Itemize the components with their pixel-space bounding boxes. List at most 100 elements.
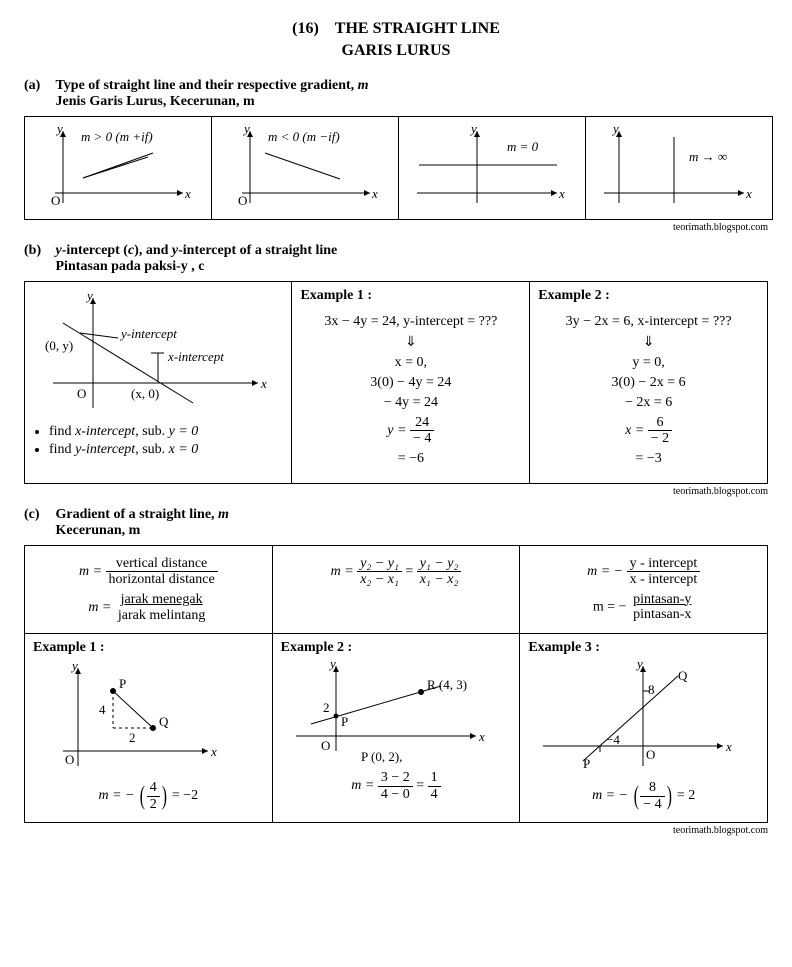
svg-text:O: O <box>321 738 330 753</box>
section-c-table: m = vertical distancehorizontal distance… <box>24 545 768 823</box>
credit-c: teorimath.blogspot.com <box>24 825 768 836</box>
c-ex3-ans: m = − (8− 4) = 2 <box>528 780 759 812</box>
ex2-l5: − 2x = 6 <box>540 395 757 411</box>
ex2-l7: = −3 <box>540 451 757 467</box>
svg-text:2: 2 <box>129 730 136 745</box>
svg-text:x: x <box>558 186 565 201</box>
graph-zero-slope: x y m = 0 <box>407 123 577 213</box>
section-b-ms: Pintasan pada paksi-y , c <box>56 259 205 274</box>
svg-text:y: y <box>70 658 78 673</box>
svg-text:x: x <box>478 729 485 744</box>
section-b-heading: (b) y-intercept (c), and y-intercept of … <box>24 243 768 275</box>
svg-text:4: 4 <box>99 702 106 717</box>
svg-text:P: P <box>119 676 126 691</box>
svg-text:y: y <box>55 123 63 136</box>
ex1-l2: ⇓ <box>302 334 519 351</box>
svg-text:x: x <box>371 186 378 201</box>
svg-text:y: y <box>611 123 619 136</box>
svg-text:x: x <box>260 376 267 391</box>
svg-text:x-intercept: x-intercept <box>167 349 224 364</box>
svg-text:P (0, 2),: P (0, 2), <box>361 749 402 764</box>
c-ex1-graph: P Q 4 2 x y O <box>33 656 233 776</box>
section-a-heading: (a) Type of straight line and their resp… <box>24 78 768 110</box>
ex1-l5: − 4y = 24 <box>302 395 519 411</box>
c-f3a: m = − y - interceptx - intercept <box>528 556 759 588</box>
section-a-label: (a) <box>24 78 52 94</box>
svg-text:x: x <box>184 186 191 201</box>
ex1-l1: 3x − 4y = 24, y-intercept = ??? <box>302 314 519 330</box>
c-ex3-graph: Q 8 −4 P x y O <box>528 656 738 776</box>
svg-text:2: 2 <box>323 700 330 715</box>
section-c-label: (c) <box>24 507 52 523</box>
c-f1b: m = jarak menegakjarak melintang <box>33 592 264 624</box>
ex2-l1: 3y − 2x = 6, x-intercept = ??? <box>540 314 757 330</box>
svg-text:O: O <box>646 747 655 762</box>
svg-text:P: P <box>583 756 590 771</box>
svg-text:Q: Q <box>678 668 688 683</box>
svg-text:x: x <box>725 739 732 754</box>
section-a-en: Type of straight line and their respecti… <box>56 78 369 93</box>
ex1-l3: x = 0, <box>302 355 519 371</box>
graph-inf-slope: x y m → ∞ <box>594 123 764 213</box>
svg-text:O: O <box>51 193 60 208</box>
svg-text:m < 0 (m −if): m < 0 (m −if) <box>268 129 340 144</box>
c-ex2-title: Example 2 : <box>281 640 353 655</box>
ex2-l2: ⇓ <box>540 334 757 351</box>
c-ex1-ans: m = − (42) = −2 <box>33 780 264 812</box>
section-a-ms: Jenis Garis Lurus, Kecerunan, m <box>56 94 255 109</box>
c-f1a: m = vertical distancehorizontal distance <box>33 556 264 588</box>
svg-text:(x, 0): (x, 0) <box>131 386 159 401</box>
credit-a: teorimath.blogspot.com <box>24 222 768 233</box>
svg-text:y: y <box>469 123 477 136</box>
c-ex2-ans: m = 3 − 24 − 0 = 14 <box>281 770 512 802</box>
section-a-table: x y O m > 0 (m +if) x y O m < 0 (m −if) <box>24 116 773 220</box>
svg-text:m → ∞: m → ∞ <box>689 149 727 164</box>
ex1-l7: = −6 <box>302 451 519 467</box>
ex2-l6: x = 6− 2 <box>540 415 757 447</box>
section-b-label: (b) <box>24 243 52 259</box>
ex2-l4: 3(0) − 2x = 6 <box>540 375 757 391</box>
graph-pos-slope: x y O m > 0 (m +if) <box>33 123 203 213</box>
c-f3b: m = − pintasan-ypintasan-x <box>528 592 759 623</box>
page-title-1: (16) THE STRAIGHT LINE <box>24 20 768 38</box>
bullet-2: find y-intercept, sub. x = 0 <box>49 442 283 458</box>
c-ex3-title: Example 3 : <box>528 640 600 655</box>
svg-text:O: O <box>65 752 74 767</box>
svg-text:8: 8 <box>648 682 655 697</box>
svg-text:(0, y): (0, y) <box>45 338 73 353</box>
svg-text:x: x <box>210 744 217 759</box>
svg-text:R (4, 3): R (4, 3) <box>427 677 467 692</box>
ex2-l3: y = 0, <box>540 355 757 371</box>
c-ex1-title: Example 1 : <box>33 640 105 655</box>
c-f2: m = y₂ − y₁x₂ − x₁ = y₁ − y₂x₁ − x₂ <box>281 556 512 588</box>
section-c-en: Gradient of a straight line, m <box>56 507 229 522</box>
c-ex2-graph: R (4, 3) P 2 x y O P (0, 2), <box>281 656 491 766</box>
section-c-ms: Kecerunan, m <box>56 523 141 538</box>
svg-text:y: y <box>242 123 250 136</box>
graph-neg-slope: x y O m < 0 (m −if) <box>220 123 390 213</box>
svg-text:P: P <box>341 714 348 729</box>
svg-text:y: y <box>328 656 336 671</box>
svg-text:y: y <box>85 288 93 303</box>
section-b-table: x y O y-intercept x-intercept (0, y) (x,… <box>24 281 768 484</box>
svg-text:m = 0: m = 0 <box>507 139 539 154</box>
svg-text:O: O <box>77 386 86 401</box>
svg-text:−4: −4 <box>606 732 620 747</box>
svg-text:m > 0 (m +if): m > 0 (m +if) <box>81 129 153 144</box>
section-c-heading: (c) Gradient of a straight line, m Kecer… <box>24 507 768 539</box>
bullet-1: find x-intercept, sub. y = 0 <box>49 424 283 440</box>
section-b-en: y-intercept (c), and y-intercept of a st… <box>56 243 338 258</box>
intercept-bullets: find x-intercept, sub. y = 0 find y-inte… <box>35 424 283 458</box>
intercept-diagram: x y O y-intercept x-intercept (0, y) (x,… <box>33 288 283 418</box>
svg-text:O: O <box>238 193 247 208</box>
ex1-l4: 3(0) − 4y = 24 <box>302 375 519 391</box>
ex1-l6: y = 24− 4 <box>302 415 519 447</box>
ex1-title: Example 1 : <box>300 288 372 303</box>
svg-text:Q: Q <box>159 714 169 729</box>
credit-b: teorimath.blogspot.com <box>24 486 768 497</box>
svg-text:y-intercept: y-intercept <box>119 326 177 341</box>
svg-text:y: y <box>635 656 643 671</box>
page-title-2: GARIS LURUS <box>24 42 768 60</box>
ex2-title: Example 2 : <box>538 288 610 303</box>
svg-text:x: x <box>745 186 752 201</box>
